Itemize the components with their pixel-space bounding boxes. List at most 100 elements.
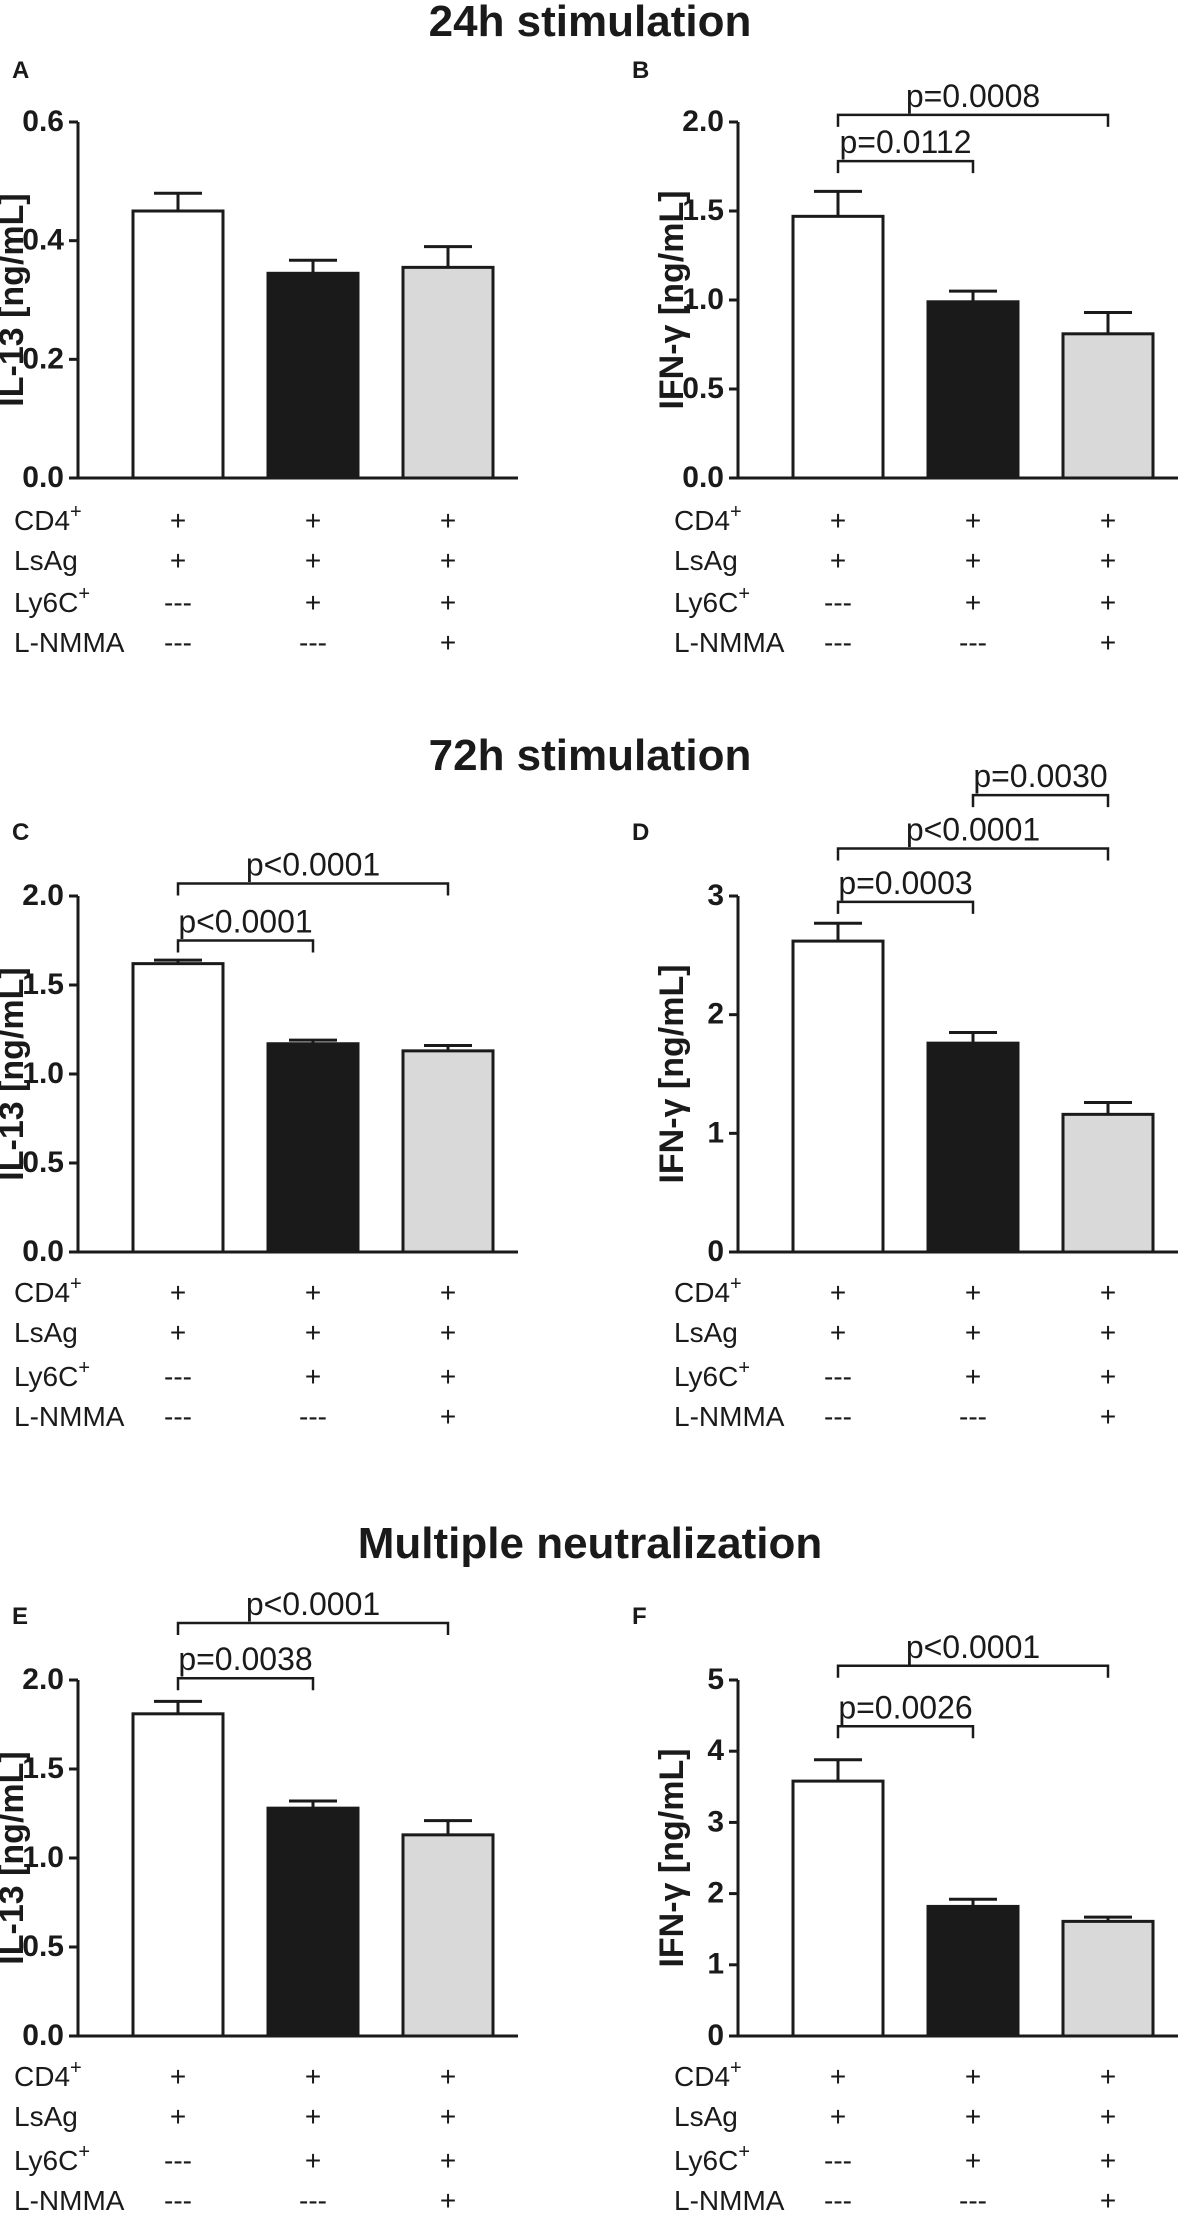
condition-mark: +: [830, 1317, 846, 1348]
condition-label: Ly6C+: [14, 2141, 90, 2176]
condition-label-text: Ly6C: [14, 1361, 78, 1392]
y-tick-label: 0.0: [22, 1235, 64, 1268]
bar-1: [131, 962, 225, 1254]
condition-label-text: LsAg: [674, 1317, 738, 1348]
y-tick-label: 0.6: [22, 105, 64, 138]
condition-mark: +: [965, 505, 981, 536]
panel-letter: D: [632, 819, 649, 846]
condition-label-text: LsAg: [14, 2101, 78, 2132]
y-tick-label: 0: [707, 1235, 724, 1268]
condition-mark: +: [1100, 2101, 1116, 2132]
condition-label: CD4+: [674, 1273, 742, 1308]
p-value-label: p<0.0001: [906, 812, 1040, 848]
condition-label-text: CD4: [14, 1277, 70, 1308]
condition-mark: +: [170, 2061, 186, 2092]
condition-label: LsAg: [14, 545, 78, 576]
y-tick-label: 1.5: [682, 194, 724, 227]
condition-label-superscript: +: [70, 501, 82, 523]
significance-bracket: [836, 900, 975, 914]
panel-letter: E: [12, 1603, 28, 1630]
condition-mark: ---: [824, 1361, 852, 1392]
y-tick-label: 0.2: [22, 342, 64, 375]
significance-bracket: [176, 882, 450, 896]
condition-mark: +: [1100, 2145, 1116, 2176]
condition-label: L-NMMA: [14, 1401, 125, 1432]
condition-mark: ---: [824, 2145, 852, 2176]
condition-mark: +: [1100, 2185, 1116, 2216]
y-tick-label: 1.0: [682, 283, 724, 316]
condition-label: LsAg: [14, 1317, 78, 1348]
condition-mark: +: [440, 1401, 456, 1432]
condition-label-text: Ly6C: [14, 587, 78, 618]
condition-mark: ---: [824, 1401, 852, 1432]
p-value-label: p<0.0001: [906, 1629, 1040, 1665]
bar-3: [401, 1833, 495, 2038]
condition-mark: +: [440, 587, 456, 618]
condition-mark: +: [305, 1361, 321, 1392]
condition-label-superscript: +: [70, 2057, 82, 2079]
condition-label: LsAg: [674, 545, 738, 576]
condition-mark: ---: [824, 587, 852, 618]
y-axis-title: IL-13 [ng/mL]: [0, 967, 31, 1180]
bar-1: [131, 209, 225, 480]
condition-label-text: Ly6C: [674, 2145, 738, 2176]
condition-label-text: CD4: [674, 1277, 730, 1308]
condition-mark: +: [440, 1277, 456, 1308]
bar-3: [401, 265, 495, 480]
p-value-label: p=0.0030: [973, 758, 1107, 794]
y-tick-label: 3: [707, 879, 724, 912]
condition-mark: ---: [824, 627, 852, 658]
condition-label-superscript: +: [738, 583, 750, 605]
condition-mark: +: [440, 2145, 456, 2176]
bar-2: [926, 1041, 1020, 1254]
significance-bracket: [836, 1664, 1110, 1678]
condition-mark: +: [965, 2145, 981, 2176]
condition-label-text: Ly6C: [674, 1361, 738, 1392]
y-tick-label: 2.0: [682, 105, 724, 138]
y-axis-title: IFN-γ [ng/mL]: [653, 1748, 691, 1967]
condition-mark: +: [1100, 627, 1116, 658]
condition-label-text: Ly6C: [14, 2145, 78, 2176]
condition-mark: +: [305, 2061, 321, 2092]
y-tick-label: 1.5: [22, 1752, 64, 1785]
condition-mark: +: [1100, 1361, 1116, 1392]
condition-mark: ---: [164, 2145, 192, 2176]
condition-label: CD4+: [14, 2057, 82, 2092]
y-tick-label: 0.0: [22, 2019, 64, 2052]
condition-mark: +: [170, 2101, 186, 2132]
bar-2: [266, 1806, 360, 2038]
bar-1: [791, 1779, 885, 2038]
p-value-label: p<0.0001: [246, 847, 380, 883]
condition-mark: +: [965, 2101, 981, 2132]
condition-mark: +: [440, 505, 456, 536]
condition-mark: +: [965, 587, 981, 618]
condition-mark: +: [1100, 1277, 1116, 1308]
bar-3: [1061, 1112, 1155, 1254]
panel-e: E IL-13 [ng/mL] 0.0 0.5 1.0 1.5 2.0 p=0.0038 p<0…: [0, 1586, 518, 2216]
y-tick-label: 0: [707, 2019, 724, 2052]
y-tick-label: 1.5: [22, 968, 64, 1001]
y-tick-label: 2.0: [22, 1663, 64, 1696]
condition-mark: +: [965, 1361, 981, 1392]
condition-label-superscript: +: [78, 583, 90, 605]
y-tick-label: 4: [707, 1734, 724, 1767]
condition-label-text: L-NMMA: [674, 2185, 785, 2216]
condition-mark: ---: [299, 1401, 327, 1432]
condition-mark: ---: [164, 587, 192, 618]
condition-label: LsAg: [674, 1317, 738, 1348]
condition-label: Ly6C+: [14, 1357, 90, 1392]
condition-label-text: L-NMMA: [14, 627, 125, 658]
condition-mark: +: [440, 2061, 456, 2092]
condition-label: Ly6C+: [14, 583, 90, 618]
condition-mark: +: [965, 1277, 981, 1308]
condition-mark: ---: [299, 627, 327, 658]
panel-letter: F: [632, 1603, 647, 1630]
bar-2: [266, 271, 360, 480]
bar-3: [1061, 1919, 1155, 2038]
bar-1: [131, 1712, 225, 2038]
condition-mark: +: [1100, 1317, 1116, 1348]
significance-bracket: [836, 1725, 975, 1739]
condition-label-superscript: +: [78, 2141, 90, 2163]
p-value-label: p=0.0003: [838, 865, 972, 901]
